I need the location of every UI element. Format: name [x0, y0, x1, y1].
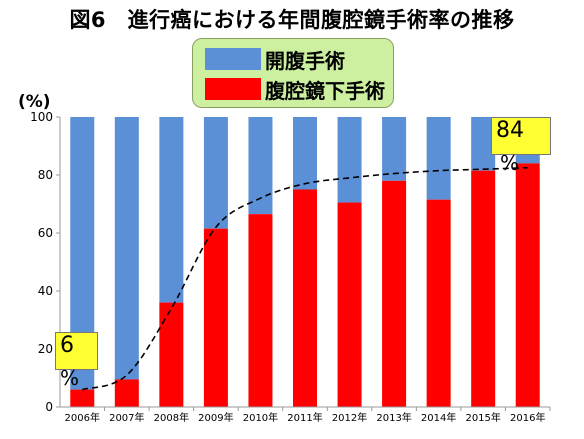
- x-tick-label-2009: 2009年: [198, 411, 233, 424]
- legend-swatch-laparoscopic-surgery: [205, 78, 261, 100]
- legend-label-open-surgery: 開腹手術: [265, 48, 345, 73]
- bar-open-2008: [159, 117, 184, 303]
- legend-label-laparoscopic-surgery: 腹腔鏡下手術: [265, 78, 385, 103]
- bar-laparoscopic-2006: [70, 389, 95, 407]
- legend-item-open-surgery: 開腹手術: [205, 47, 345, 73]
- legend-item-laparoscopic-surgery: 腹腔鏡下手術: [205, 77, 385, 103]
- bar-open-2012: [337, 117, 362, 203]
- bar-laparoscopic-2015: [471, 170, 496, 407]
- y-tick-label-100: 100: [30, 110, 53, 124]
- x-tick-label-2006: 2006年: [65, 411, 100, 424]
- bar-laparoscopic-2016: [515, 163, 540, 407]
- bar-laparoscopic-2009: [203, 228, 228, 407]
- bar-laparoscopic-2013: [382, 180, 407, 407]
- bar-open-2007: [114, 117, 139, 380]
- bar-open-2010: [248, 117, 273, 215]
- y-tick-label-80: 80: [38, 168, 53, 182]
- y-tick-label-20: 20: [38, 342, 53, 356]
- x-tick-label-2012: 2012年: [332, 411, 367, 424]
- legend-swatch-open-surgery: [205, 48, 261, 70]
- bar-laparoscopic-2010: [248, 214, 273, 407]
- y-axis-label: (%): [18, 92, 51, 112]
- annotation-2016: 84: [491, 117, 551, 155]
- y-tick-label-0: 0: [45, 400, 53, 414]
- chart-title: 図6 進行癌における年間腹腔鏡手術率の推移: [69, 8, 515, 32]
- x-tick-label-2015: 2015年: [465, 411, 500, 424]
- x-tick-label-2008: 2008年: [154, 411, 189, 424]
- annotation-2006: 6: [55, 332, 98, 370]
- x-tick-label-2011: 2011年: [287, 411, 322, 424]
- y-tick-label-60: 60: [38, 226, 53, 240]
- bar-laparoscopic-2008: [159, 302, 184, 407]
- bar-open-2013: [382, 117, 407, 181]
- x-tick-label-2010: 2010年: [243, 411, 278, 424]
- x-tick-label-2014: 2014年: [421, 411, 456, 424]
- bar-open-2011: [293, 117, 317, 190]
- trend-line: [82, 166, 528, 391]
- annotation-2016-number: 84: [496, 118, 524, 143]
- y-tick-label-40: 40: [38, 284, 53, 298]
- bar-open-2009: [203, 117, 228, 229]
- bar-laparoscopic-2014: [426, 199, 451, 407]
- bar-open-2014: [426, 117, 451, 200]
- x-tick-label-2016: 2016年: [510, 411, 545, 424]
- bar-laparoscopic-2012: [337, 202, 362, 407]
- x-tick-label-2007: 2007年: [109, 411, 144, 424]
- annotation-2006-unit: %: [60, 366, 80, 390]
- bar-laparoscopic-2011: [293, 189, 317, 407]
- bar-laparoscopic-2007: [114, 379, 139, 407]
- annotation-2006-number: 6: [60, 333, 74, 358]
- annotation-2016-unit: %: [500, 151, 520, 175]
- x-tick-label-2013: 2013年: [376, 411, 411, 424]
- legend: 開腹手術 腹腔鏡下手術: [192, 38, 394, 108]
